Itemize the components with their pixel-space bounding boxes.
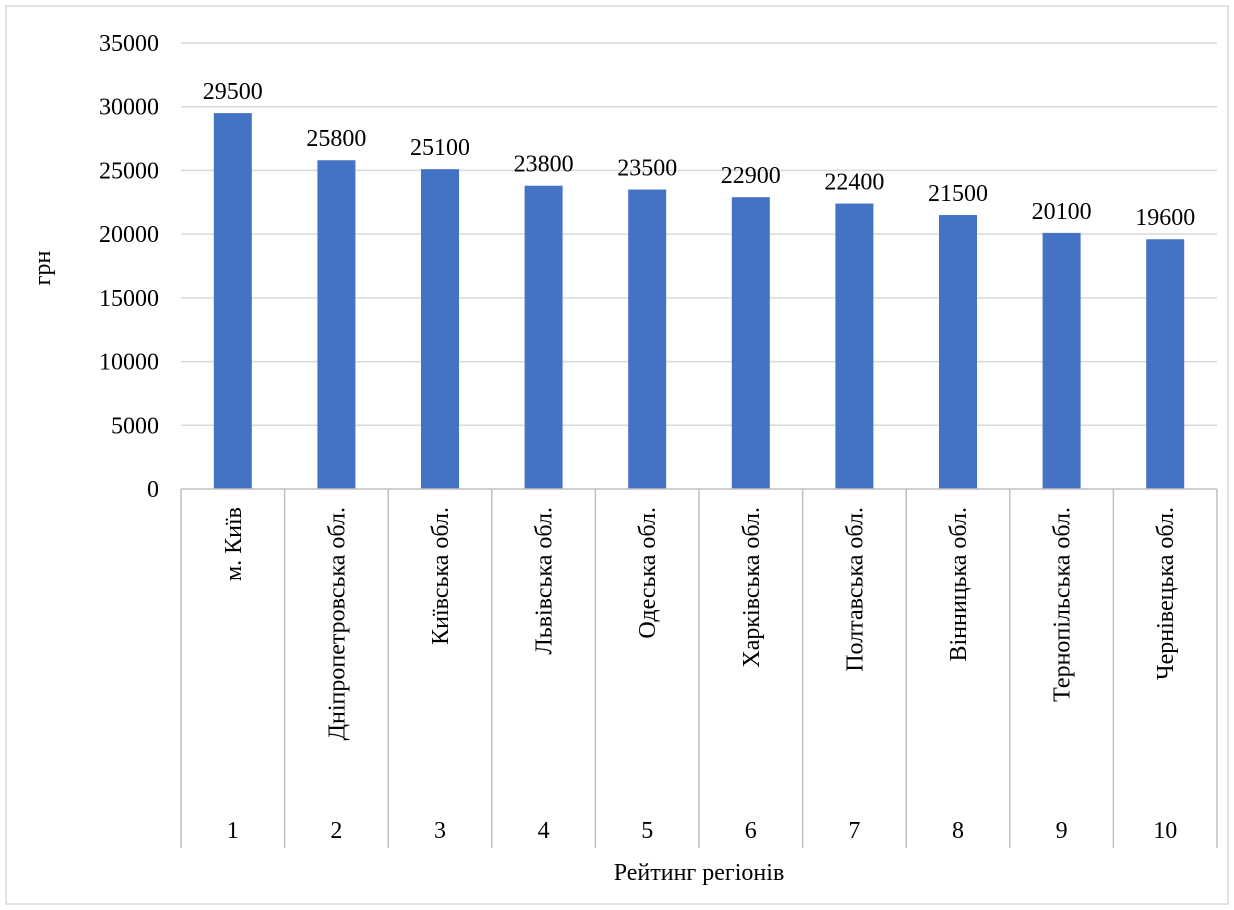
rank-label: 1: [227, 818, 239, 844]
bar: [524, 185, 563, 489]
rank-label: 3: [434, 818, 446, 844]
y-tick-label: 35000: [99, 31, 159, 57]
data-label: 20100: [1032, 199, 1092, 225]
category-labels: м. Київ Дніпропетровська обл. Київська обл…: [221, 507, 1179, 740]
category-label: Дніпропетровська обл.: [324, 507, 350, 740]
axes: [180, 488, 1218, 848]
category-label: м. Київ: [221, 507, 247, 581]
rank-label: 6: [745, 818, 757, 844]
y-tick-labels: 0 5000 10000 15000 20000 25000 30000 35000: [99, 31, 159, 503]
category-label: Харківська обл.: [739, 507, 765, 668]
category-label: Полтавська обл.: [842, 507, 868, 672]
bar: [1146, 239, 1185, 489]
rank-label: 9: [1056, 818, 1068, 844]
y-tick-label: 20000: [99, 222, 159, 248]
rank-labels: 1 2 3 4 5 6 7 8 9 10: [227, 818, 1177, 844]
data-label: 19600: [1135, 205, 1195, 231]
data-label: 25800: [306, 126, 366, 152]
y-tick-label: 15000: [99, 286, 159, 312]
category-label: Чернівецька обл.: [1153, 507, 1179, 680]
rank-label: 7: [848, 818, 860, 844]
y-tick-label: 10000: [99, 350, 159, 376]
category-label: Київська обл.: [428, 507, 454, 645]
category-label: Тернопільська обл.: [1050, 507, 1076, 702]
category-label: Одеська обл.: [635, 507, 661, 639]
data-label: 25100: [410, 135, 470, 161]
chart-border: [5, 5, 1229, 905]
data-label: 22400: [824, 170, 884, 196]
rank-label: 10: [1153, 818, 1177, 844]
bar: [731, 197, 770, 489]
category-label: Вінницька обл.: [946, 507, 972, 662]
data-label: 22900: [721, 163, 781, 189]
bar: [421, 169, 459, 489]
y-tick-label: 0: [147, 477, 159, 503]
y-tick-label: 5000: [111, 413, 159, 439]
data-labels: 29500 25800 25100 23800 23500 22900 22400 21500…: [203, 79, 1195, 231]
data-label: 21500: [928, 181, 988, 207]
data-label: 23800: [514, 152, 574, 178]
bar: [628, 189, 667, 490]
data-label: 23500: [617, 156, 677, 182]
rank-label: 4: [538, 818, 550, 844]
bar: [835, 203, 874, 489]
bar: [1042, 232, 1081, 489]
category-label: Львівська обл.: [532, 507, 558, 655]
bars: [213, 113, 1185, 490]
bar: [939, 215, 977, 489]
bar: [213, 113, 252, 489]
y-axis-title: грн: [30, 251, 56, 286]
y-tick-label: 25000: [99, 158, 159, 184]
rank-label: 5: [641, 818, 653, 844]
x-axis-title: Рейтинг регіонів: [614, 860, 785, 886]
rank-label: 2: [330, 818, 342, 844]
y-tick-label: 30000: [99, 95, 159, 121]
data-label: 29500: [203, 79, 263, 105]
rank-label: 8: [952, 818, 964, 844]
bar: [317, 160, 356, 489]
